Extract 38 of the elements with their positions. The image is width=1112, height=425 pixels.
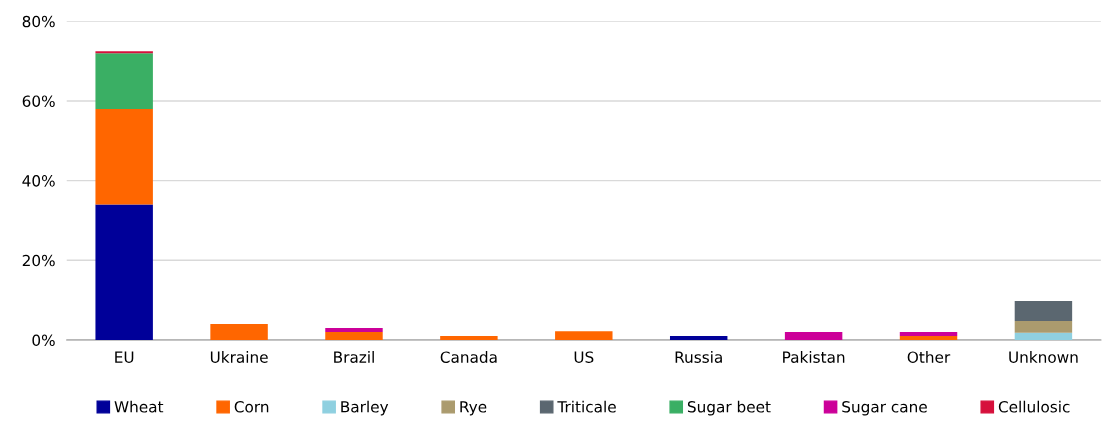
bar xyxy=(669,336,728,340)
y-tick-label: 40% xyxy=(22,175,55,187)
bar xyxy=(325,328,383,333)
bar xyxy=(95,108,153,205)
bar xyxy=(784,332,843,340)
legend-label: Corn xyxy=(234,400,269,413)
bar xyxy=(95,53,153,109)
y-tick-label: 60% xyxy=(22,95,55,107)
x-tick-label: EU xyxy=(115,351,134,363)
legend-label: Barley xyxy=(341,400,389,416)
bar xyxy=(325,332,383,340)
x-tick-label: US xyxy=(574,351,594,363)
legend-label: Triticale xyxy=(557,400,616,413)
bar xyxy=(1014,320,1073,333)
x-tick-label: Other xyxy=(907,351,951,363)
legend-label: Cellulosic xyxy=(998,400,1070,413)
bar xyxy=(95,51,153,54)
bar xyxy=(1014,332,1073,340)
x-tick-label: Canada xyxy=(440,351,497,363)
legend-label: Wheat xyxy=(114,400,164,413)
x-tick-label: Ukraine xyxy=(210,351,268,363)
legend-label: Sugar beet xyxy=(687,400,771,416)
x-tick-label: Brazil xyxy=(334,351,374,363)
x-tick-label: Russia xyxy=(675,351,722,363)
legend-label: Sugar cane xyxy=(842,400,927,416)
bar xyxy=(95,204,153,340)
bar xyxy=(899,332,958,337)
y-tick-label: 20% xyxy=(22,254,55,267)
x-tick-label: Pakistan xyxy=(783,351,845,363)
y-tick-label: 80% xyxy=(22,15,55,28)
y-tick-label: 0% xyxy=(32,334,55,347)
bar xyxy=(440,336,498,340)
bar xyxy=(1014,300,1073,321)
bar xyxy=(210,324,268,340)
bar xyxy=(899,336,958,340)
x-tick-label: Unknown xyxy=(1009,351,1078,363)
bar xyxy=(555,331,613,340)
legend-label: Rye xyxy=(460,401,487,416)
